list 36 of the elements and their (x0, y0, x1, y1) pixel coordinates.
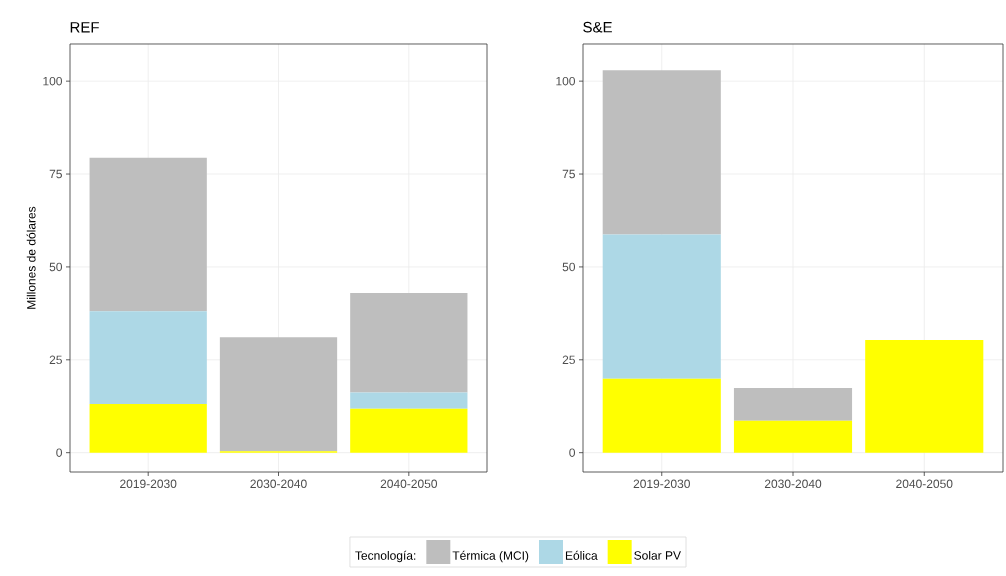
bar (89, 311, 207, 405)
y-tick-label: 25 (562, 355, 575, 365)
bar (350, 408, 468, 453)
bar (350, 392, 468, 409)
chart-title: S&E (583, 21, 612, 33)
x-tick-label: 2030-2040 (764, 479, 822, 489)
bar (219, 337, 338, 452)
y-tick-label: 50 (562, 262, 576, 272)
chart-title: REF (70, 22, 99, 33)
y-tick-label: 0 (569, 448, 576, 457)
legend-label: Térmica (MCI) (452, 550, 529, 563)
x-tick-label: 2030-2040 (250, 479, 307, 489)
bar (89, 157, 207, 312)
y-tick-label: 50 (49, 262, 62, 272)
y-tick-label: 25 (49, 355, 62, 365)
bar (602, 70, 721, 235)
legend-title: Tecnología: (355, 550, 416, 563)
y-tick-label: 100 (556, 76, 576, 86)
bar (733, 388, 853, 421)
legend-label: Solar PV (634, 550, 681, 560)
x-tick-label: 2019-2030 (633, 479, 690, 489)
x-tick-label: 2040-2050 (380, 479, 438, 489)
bar (89, 404, 207, 453)
y-axis-title: Millones de dólares (26, 206, 36, 309)
y-tick-label: 100 (43, 76, 62, 86)
bar (733, 420, 853, 453)
bar (602, 378, 721, 453)
x-tick-label: 2040-2050 (896, 479, 953, 489)
x-tick-label: 2019-2030 (120, 479, 177, 489)
legend-label: Eólica (565, 550, 598, 560)
y-tick-label: 75 (49, 169, 62, 179)
y-tick-label: 0 (56, 448, 63, 457)
bar (602, 234, 721, 379)
y-tick-label: 75 (562, 169, 575, 179)
bar (350, 292, 468, 393)
bar (865, 340, 984, 453)
